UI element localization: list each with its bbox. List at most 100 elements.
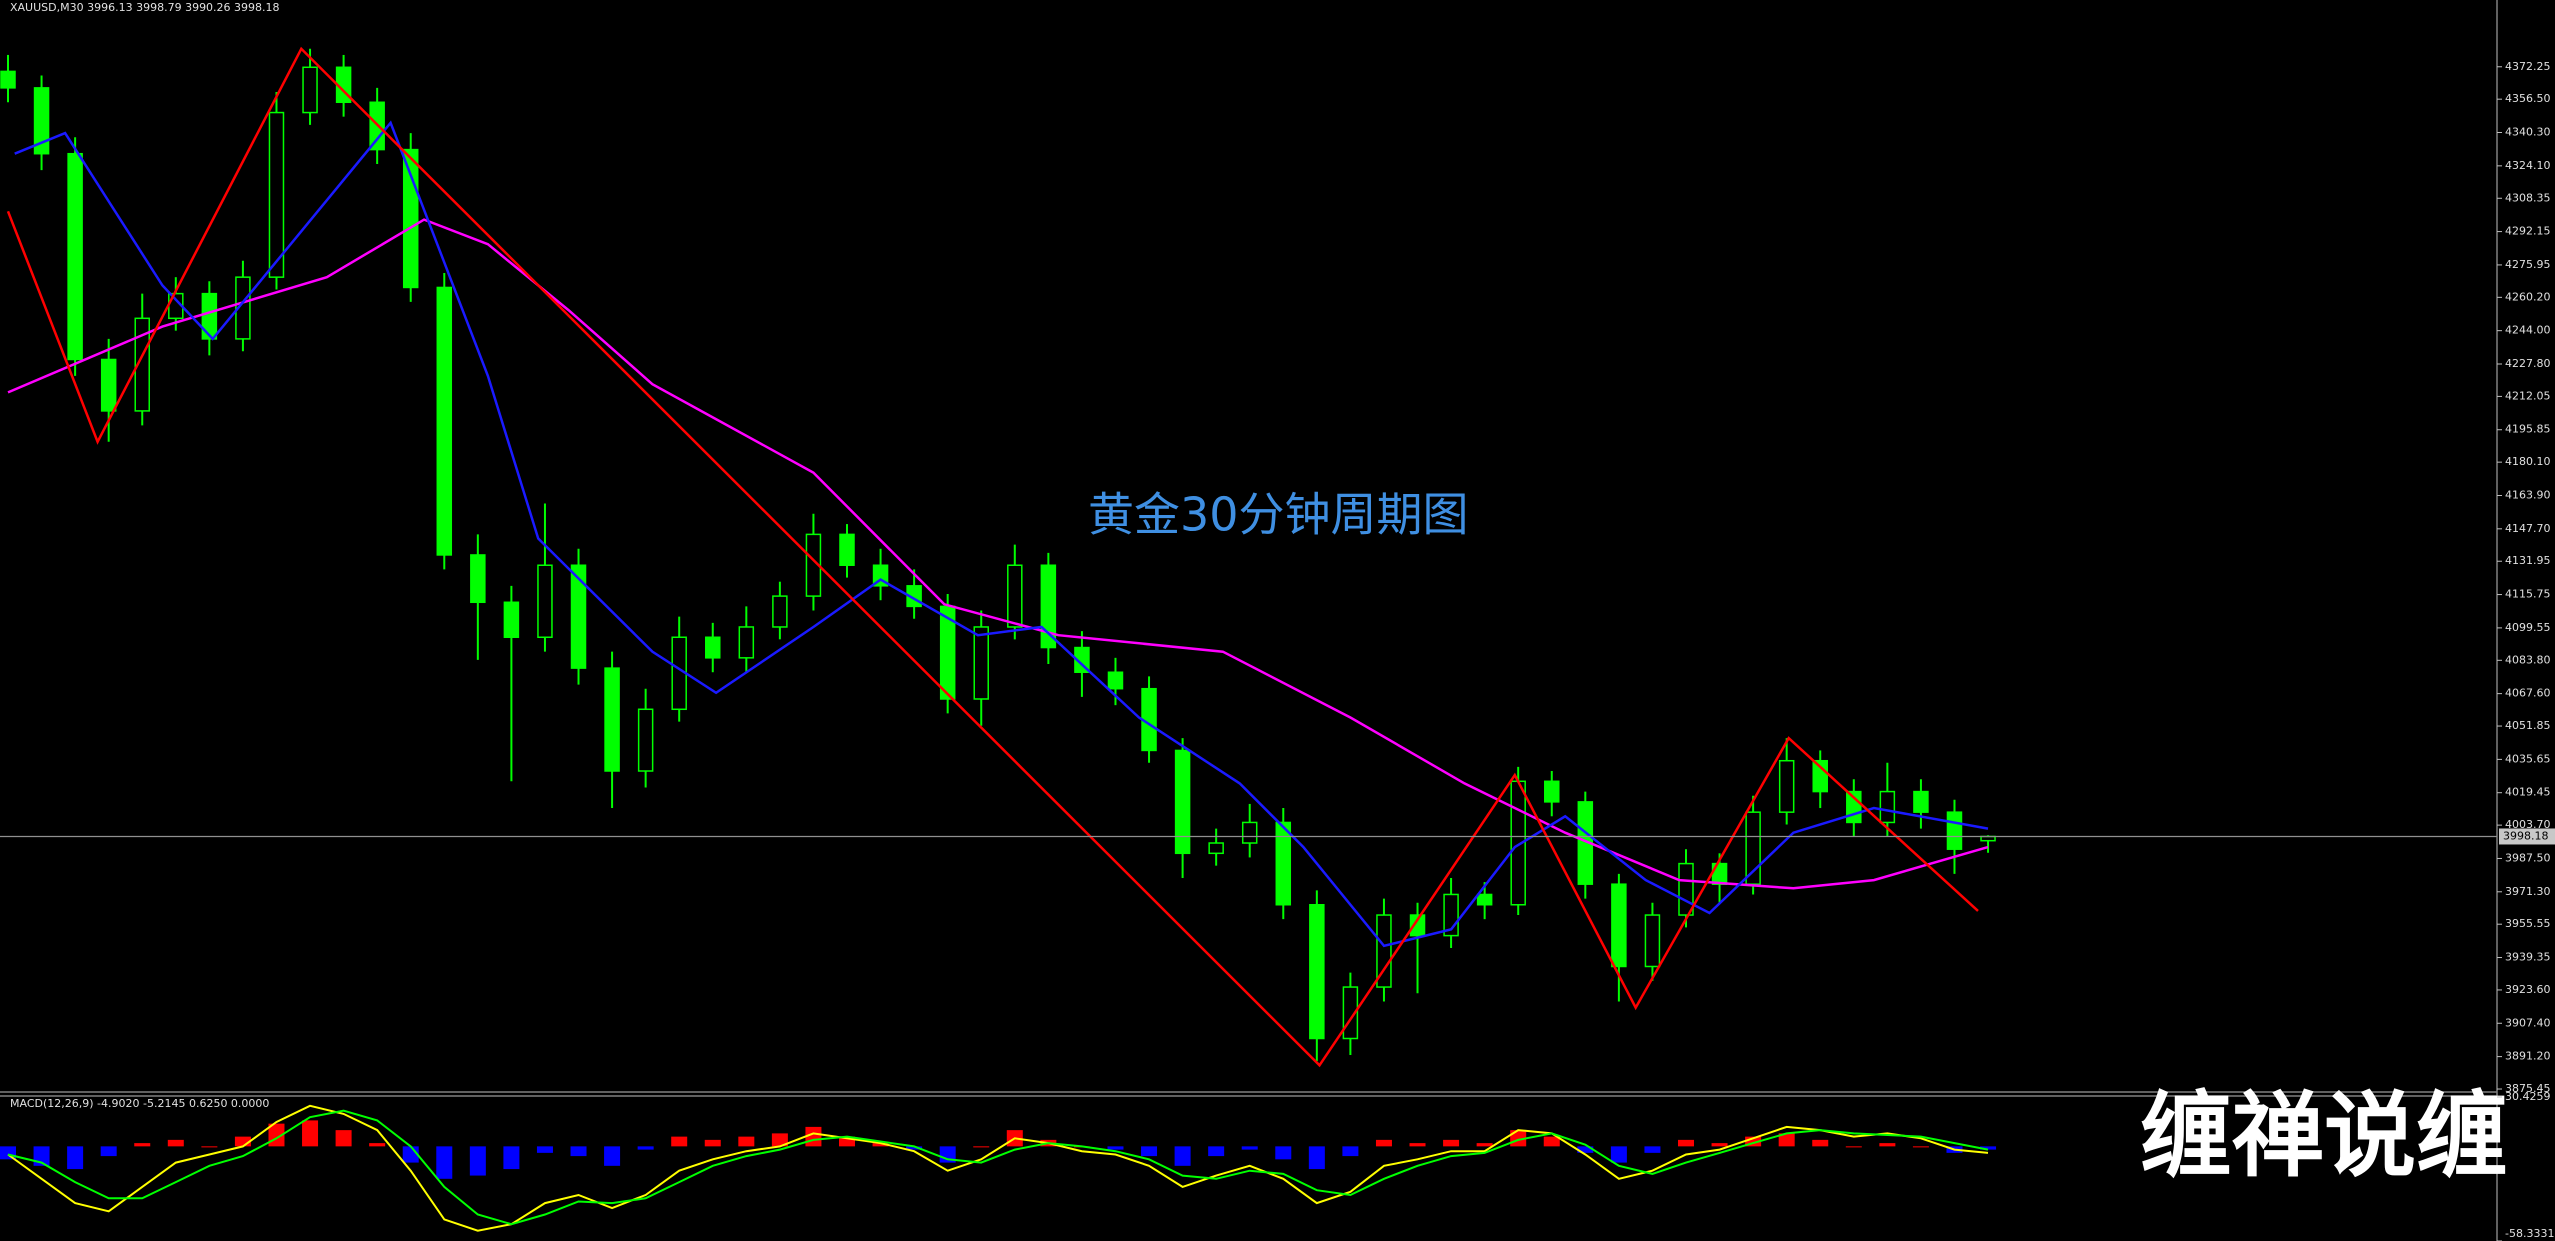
histogram-bar	[1711, 1143, 1728, 1147]
annotation: 黄金30分钟周期图	[1088, 488, 1469, 542]
y-tick-label: 4035.65	[2505, 752, 2551, 765]
candle-body	[1476, 893, 1493, 906]
histogram-bar	[671, 1136, 688, 1147]
histogram-bar	[100, 1146, 117, 1157]
y-tick-label: 3891.20	[2505, 1050, 2551, 1063]
histogram-bar	[1342, 1146, 1359, 1157]
histogram-bar	[369, 1143, 386, 1147]
histogram-bar	[1577, 1146, 1594, 1153]
y-tick-label: 3875.45	[2505, 1082, 2551, 1095]
y-tick-label: 4372.25	[2505, 60, 2551, 73]
candle-body	[470, 554, 486, 604]
y-tick-label: 3971.30	[2505, 885, 2551, 898]
y-tick-label: 4227.80	[2505, 357, 2551, 370]
y-tick-label: 4067.60	[2505, 687, 2551, 700]
candle-body	[402, 148, 419, 289]
y-tick-label: 3987.50	[2505, 851, 2551, 864]
histogram-bar	[1845, 1146, 1862, 1148]
candle-body	[302, 66, 318, 114]
candle-body	[33, 87, 50, 155]
histogram-bar	[167, 1139, 184, 1147]
candle-body	[1275, 821, 1292, 906]
candle-body	[201, 292, 218, 340]
histogram-bar	[469, 1146, 486, 1176]
histogram-bar	[637, 1146, 654, 1150]
last-price-box	[2499, 828, 2555, 845]
candle-body	[0, 70, 16, 89]
y-tick-label: -58.3331	[2505, 1227, 2554, 1240]
y-tick-label: 4244.00	[2505, 324, 2551, 337]
y-tick-label: 4195.85	[2505, 423, 2551, 436]
candle-body	[1409, 914, 1426, 937]
histogram-bar	[604, 1146, 621, 1166]
candle-body	[1879, 790, 1896, 824]
histogram-bar	[839, 1136, 855, 1147]
candle-body	[1913, 790, 1929, 813]
histogram-bar	[1812, 1139, 1829, 1147]
last-price-label: 3998.18	[2503, 829, 2549, 842]
candle-body	[1208, 842, 1224, 855]
candle-body	[1980, 835, 1996, 842]
y-tick-label: 4003.70	[2505, 818, 2551, 831]
histogram-bar	[134, 1143, 151, 1147]
candle-body	[1644, 914, 1661, 968]
y-tick-label: 4051.85	[2505, 719, 2551, 732]
histogram-bar	[973, 1146, 990, 1148]
histogram-bar	[1174, 1146, 1191, 1166]
y-tick-label: 4180.10	[2505, 455, 2551, 468]
candle-body	[1376, 914, 1392, 988]
y-tick-label: 4356.50	[2505, 92, 2551, 105]
candle-body	[1107, 671, 1124, 690]
histogram-bar	[1745, 1136, 1762, 1147]
histogram-bar	[1241, 1146, 1258, 1150]
histogram-bar	[201, 1146, 218, 1148]
histogram-bar	[436, 1146, 453, 1179]
candle-body	[1611, 883, 1627, 968]
candle-body	[839, 533, 855, 566]
y-tick-label: 4292.15	[2505, 225, 2551, 238]
histogram-bar	[1208, 1146, 1225, 1157]
histogram-bar	[1141, 1146, 1158, 1157]
candle-body	[1544, 780, 1560, 803]
y-tick-label: 4308.35	[2505, 191, 2551, 204]
histogram-bar	[503, 1146, 520, 1170]
candle-body	[100, 358, 117, 412]
candle-body	[134, 317, 150, 412]
candle-body	[604, 667, 620, 772]
histogram-bar	[67, 1146, 84, 1170]
candle-body	[503, 601, 520, 639]
y-tick-label: 4275.95	[2505, 258, 2551, 271]
y-tick-label: 30.4259	[2505, 1090, 2551, 1103]
histogram-bar	[1678, 1139, 1694, 1147]
candle-body	[805, 533, 822, 597]
candle-body	[1778, 759, 1795, 813]
candle-body	[235, 276, 251, 340]
candle-body	[1946, 811, 1963, 850]
y-tick-label: 4099.55	[2505, 621, 2551, 634]
fast-ma	[14, 120, 1989, 948]
y-tick-label: 4147.70	[2505, 522, 2551, 535]
candle-body	[1745, 811, 1761, 885]
watermark: 缠禅说缠	[2140, 1082, 2508, 1189]
candle-body	[1241, 821, 1258, 844]
histogram-bar	[234, 1136, 251, 1147]
candle-body	[705, 636, 721, 659]
histogram-bar	[771, 1133, 788, 1147]
histogram-bar	[302, 1120, 319, 1147]
y-tick-label: 4083.80	[2505, 653, 2551, 666]
histogram-bar	[1543, 1136, 1560, 1147]
y-tick-label: 4131.95	[2505, 554, 2551, 567]
chart-title: XAUUSD,M30 3996.13 3998.79 3990.26 3998.…	[10, 1, 280, 14]
macd-line	[7, 1109, 1989, 1226]
candle-body	[67, 152, 83, 361]
y-tick-label: 4260.20	[2505, 290, 2551, 303]
histogram-bar	[1912, 1146, 1929, 1148]
candle-body	[537, 564, 553, 639]
candle-body	[1174, 749, 1191, 855]
candle-body	[570, 564, 587, 669]
histogram-bar	[536, 1146, 553, 1153]
histogram-bar	[335, 1130, 352, 1147]
y-tick-label: 4115.75	[2505, 588, 2551, 601]
y-tick-label: 3939.35	[2505, 951, 2551, 964]
